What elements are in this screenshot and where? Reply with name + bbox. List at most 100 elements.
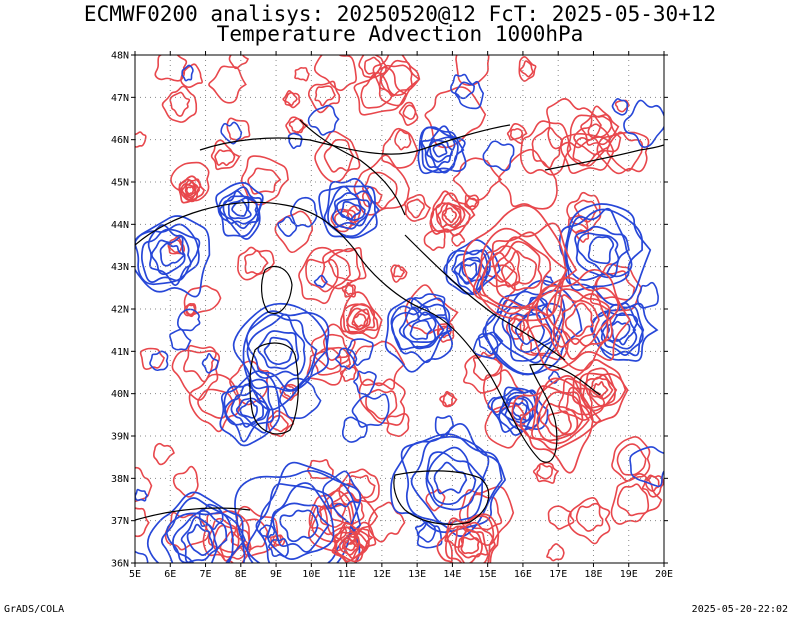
warm-advection-contour bbox=[308, 503, 358, 552]
cold-advection-contour bbox=[201, 352, 219, 374]
lon-label: 5E bbox=[129, 569, 141, 580]
warm-advection-contour bbox=[457, 529, 483, 559]
warm-advection-contour bbox=[353, 154, 410, 216]
warm-advection-contour bbox=[435, 202, 466, 233]
lat-label: 47N bbox=[111, 93, 129, 104]
warm-advection-contour bbox=[611, 435, 651, 482]
warm-advection-contour bbox=[323, 138, 355, 173]
lat-label: 43N bbox=[111, 262, 129, 273]
cold-advection-contour bbox=[149, 350, 169, 372]
cold-advection-contour bbox=[267, 537, 289, 558]
cold-advection-contour bbox=[147, 224, 192, 286]
warm-advection-contour bbox=[362, 186, 383, 208]
warm-advection-contour bbox=[443, 207, 458, 224]
coastline-segment bbox=[299, 119, 406, 216]
warm-advection-contour bbox=[566, 191, 602, 232]
warm-advection-contour bbox=[314, 85, 336, 107]
warm-advection-contour bbox=[313, 347, 342, 376]
cold-advection-contour bbox=[334, 347, 358, 370]
warm-advection-contour bbox=[139, 347, 166, 370]
cold-advection-contour bbox=[307, 104, 340, 136]
cold-advection-contour bbox=[420, 126, 465, 174]
cold-advection-contour bbox=[186, 523, 214, 557]
cold-advection-contour bbox=[227, 196, 252, 220]
lat-label: 48N bbox=[111, 51, 129, 62]
coastline-segment bbox=[135, 507, 251, 521]
warm-advection-contour bbox=[445, 521, 496, 563]
warm-advection-contour bbox=[616, 443, 647, 476]
warm-advection-contour bbox=[240, 155, 289, 206]
cold-advection-contour bbox=[180, 516, 218, 563]
cold-advection-contour bbox=[231, 199, 248, 217]
warm-advection-contour bbox=[398, 101, 419, 126]
cold-advection-contour bbox=[341, 416, 368, 443]
warm-advection-contour bbox=[208, 65, 247, 104]
cold-advection-contour bbox=[176, 308, 201, 332]
cold-advection-contour bbox=[482, 279, 583, 376]
warm-advection-contour bbox=[536, 463, 554, 480]
warm-advection-contour bbox=[561, 299, 600, 345]
warm-advection-contour bbox=[572, 359, 629, 424]
warm-advection-contour bbox=[236, 518, 269, 551]
warm-advection-contour bbox=[560, 133, 615, 175]
warm-advection-contour bbox=[328, 247, 361, 282]
cold-advection-contour bbox=[450, 73, 476, 100]
warm-advection-contour bbox=[567, 496, 611, 545]
cold-advection-contour bbox=[135, 488, 149, 502]
warm-advection-contour bbox=[294, 67, 310, 82]
cold-advection-contour bbox=[242, 310, 330, 411]
cold-advection-contour bbox=[398, 306, 445, 350]
warm-advection-contour bbox=[519, 60, 534, 78]
warm-advection-contour bbox=[406, 198, 425, 219]
warm-advection-contour bbox=[307, 459, 334, 480]
warm-advection-contour bbox=[547, 410, 572, 435]
warm-advection-contour bbox=[169, 91, 191, 117]
coastline-segment bbox=[261, 265, 293, 314]
cold-advection-contour bbox=[331, 192, 371, 230]
cold-advection-contour bbox=[169, 328, 192, 351]
warm-advection-contour bbox=[494, 240, 543, 291]
warm-advection-contour bbox=[269, 414, 289, 433]
warm-advection-contour bbox=[531, 385, 590, 445]
warm-advection-contour bbox=[465, 197, 479, 208]
warm-advection-contour bbox=[582, 367, 617, 409]
cold-advection-contour bbox=[346, 338, 374, 366]
warm-advection-contour bbox=[535, 276, 620, 372]
warm-advection-contour bbox=[509, 127, 524, 140]
cold-advection-contour bbox=[433, 461, 468, 495]
cold-advection-contour bbox=[239, 399, 258, 419]
cold-advection-contour bbox=[272, 502, 330, 553]
warm-advection-contour bbox=[645, 475, 660, 492]
cold-advection-contour bbox=[235, 397, 264, 426]
warm-advection-contour bbox=[288, 117, 305, 135]
cold-advection-contour bbox=[434, 415, 455, 438]
warm-advection-contour bbox=[298, 246, 351, 305]
cold-advection-contour bbox=[574, 225, 630, 279]
cold-advection-contour bbox=[636, 281, 659, 309]
lon-label: 13E bbox=[408, 569, 426, 580]
warm-advection-contour bbox=[313, 55, 357, 92]
cold-advection-contour bbox=[232, 302, 329, 392]
warm-advection-contour bbox=[481, 231, 568, 309]
warm-advection-contour bbox=[458, 485, 515, 546]
warm-advection-contour bbox=[226, 117, 251, 141]
cold-advection-contour bbox=[421, 125, 459, 174]
lat-label: 45N bbox=[111, 178, 129, 189]
warm-advection-contour bbox=[135, 131, 147, 148]
warm-advection-contour bbox=[352, 340, 406, 390]
warm-advection-contour bbox=[305, 258, 339, 293]
warm-advection-contour bbox=[580, 105, 620, 146]
cold-advection-contour bbox=[135, 223, 200, 286]
warm-advection-contour bbox=[392, 264, 406, 278]
axis-ticks bbox=[131, 51, 668, 567]
cold-advection-contour bbox=[266, 482, 335, 560]
warm-advection-contour bbox=[314, 130, 361, 183]
warm-advection-contour bbox=[279, 383, 300, 401]
cold-advection-contour bbox=[410, 435, 490, 525]
footer-credit: GrADS/COLA bbox=[4, 604, 65, 615]
cold-advection-contour bbox=[426, 136, 456, 169]
warm-advection-contour bbox=[351, 309, 370, 330]
warm-advection-contour bbox=[244, 249, 269, 275]
cold-advection-contour bbox=[287, 132, 303, 150]
